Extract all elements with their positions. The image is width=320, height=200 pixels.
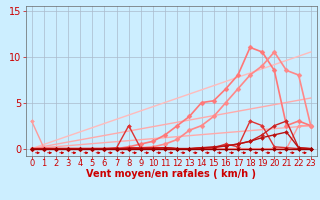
X-axis label: Vent moyen/en rafales ( km/h ): Vent moyen/en rafales ( km/h ): [86, 169, 256, 179]
